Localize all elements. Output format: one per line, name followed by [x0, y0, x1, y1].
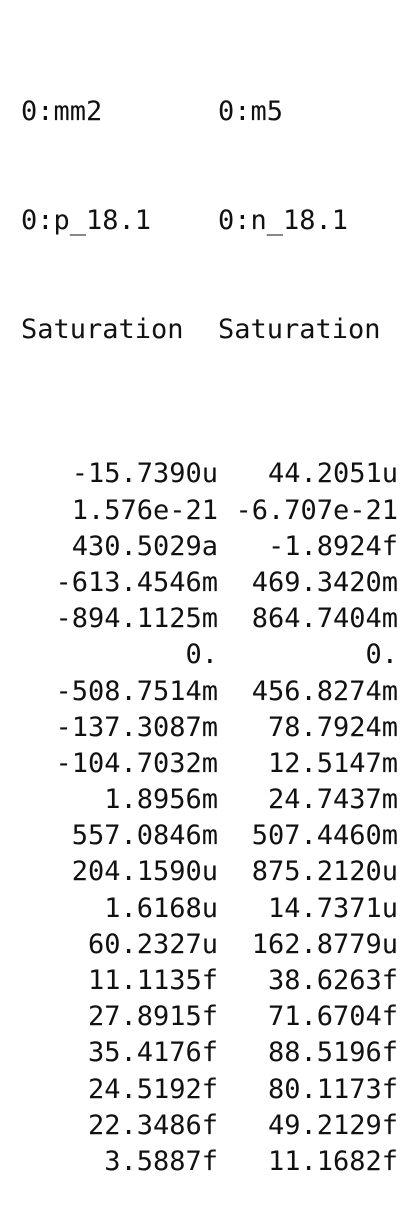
- value-cell-mm2: 60.2327u: [87, 928, 218, 960]
- value-row: 3.5887f 11.1682f: [0, 1144, 418, 1180]
- value-row: 11.1135f 38.6263f: [0, 963, 418, 999]
- value-row: -137.3087m 78.7924m: [0, 710, 418, 746]
- value-row: 22.3486f 49.2129f: [0, 1108, 418, 1144]
- value-row: -15.7390u 44.2051u: [0, 456, 418, 492]
- value-cell-mm2: 24.5192f: [87, 1073, 218, 1105]
- value-cell-mm2: 3.5887f: [104, 1145, 218, 1177]
- value-cell-mm2: -894.1125m: [55, 603, 218, 635]
- value-cell-mm2: -104.7032m: [55, 747, 218, 779]
- value-cell-m5: 864.7404m: [251, 603, 398, 635]
- value-cell-m5: 507.4460m: [251, 820, 398, 852]
- value-cell-m5: 49.2129f: [267, 1109, 398, 1141]
- value-cell-m5: 875.2120u: [251, 856, 398, 888]
- value-cell-mm2: -15.7390u: [71, 458, 218, 490]
- value-row: -894.1125m 864.7404m: [0, 601, 418, 637]
- value-cell-m5: 44.2051u: [267, 458, 398, 490]
- value-cell-mm2: 35.4176f: [87, 1037, 218, 1069]
- value-cell-m5: 80.1173f: [267, 1073, 398, 1105]
- value-row: 0. 0.: [0, 637, 418, 673]
- value-cell-mm2: -613.4546m: [55, 566, 218, 598]
- value-rows: -15.7390u 44.2051u 1.576e-21 -6.707e-21 430.…: [0, 456, 418, 1180]
- value-cell-mm2: -508.7514m: [55, 675, 218, 707]
- device-model-m5: 0:n_18.1: [218, 205, 349, 236]
- value-cell-mm2: 1.8956m: [104, 784, 218, 816]
- value-cell-m5: 38.6263f: [267, 965, 398, 997]
- value-cell-m5: 162.8779u: [251, 928, 398, 960]
- value-cell-m5: 14.7371u: [267, 892, 398, 924]
- value-row: 557.0846m 507.4460m: [0, 818, 418, 854]
- value-cell-m5: 456.8274m: [251, 675, 398, 707]
- value-row: 430.5029a -1.8924f: [0, 529, 418, 565]
- value-row: 204.1590u 875.2120u: [0, 854, 418, 890]
- value-row: 60.2327u 162.8779u: [0, 927, 418, 963]
- device-region-mm2: Saturation: [21, 313, 184, 345]
- value-cell-mm2: 557.0846m: [71, 820, 218, 852]
- value-row: -613.4546m 469.3420m: [0, 565, 418, 601]
- value-cell-m5: 71.6704f: [267, 1001, 398, 1033]
- value-cell-mm2: 27.8915f: [87, 1001, 218, 1033]
- value-cell-mm2: 11.1135f: [87, 965, 218, 997]
- header-row-model: 0:p_18.1 0:n_18.1: [0, 203, 418, 239]
- value-cell-mm2: 430.5029a: [71, 530, 218, 562]
- value-cell-m5: 78.7924m: [267, 711, 398, 743]
- value-row: 24.5192f 80.1173f: [0, 1072, 418, 1108]
- header-row-name: 0:mm2 0:m5: [0, 94, 418, 130]
- value-row: 1.6168u 14.7371u: [0, 891, 418, 927]
- value-row: 1.8956m 24.7437m: [0, 782, 418, 818]
- device-name-m5: 0:m5: [218, 96, 284, 128]
- value-cell-m5: 0.: [365, 639, 398, 671]
- value-cell-mm2: 0.: [185, 639, 218, 671]
- value-cell-m5: 12.5147m: [267, 747, 398, 779]
- value-cell-m5: 11.1682f: [267, 1145, 398, 1177]
- value-cell-mm2: 1.576e-21: [71, 494, 218, 526]
- device-region-m5: Saturation: [218, 313, 381, 345]
- value-cell-mm2: 204.1590u: [71, 856, 218, 888]
- value-cell-m5: 88.5196f: [267, 1037, 398, 1069]
- value-cell-mm2: 1.6168u: [104, 892, 218, 924]
- value-row: -508.7514m 456.8274m: [0, 674, 418, 710]
- device-name-mm2: 0:mm2: [21, 96, 103, 128]
- operating-point-table: 0:mm2 0:m5 0:p_18.1 0:n_18.1 Saturation …: [0, 22, 418, 1216]
- value-row: -104.7032m 12.5147m: [0, 746, 418, 782]
- value-cell-m5: 469.3420m: [251, 566, 398, 598]
- value-cell-mm2: 22.3486f: [87, 1109, 218, 1141]
- value-cell-m5: -1.8924f: [267, 530, 398, 562]
- value-cell-mm2: -137.3087m: [55, 711, 218, 743]
- value-cell-m5: 24.7437m: [267, 784, 398, 816]
- header-row-region: Saturation Saturation: [0, 312, 418, 348]
- device-model-mm2: 0:p_18.1: [21, 205, 152, 236]
- value-row: 35.4176f 88.5196f: [0, 1035, 418, 1071]
- value-cell-m5: -6.707e-21: [235, 494, 398, 526]
- value-row: 1.576e-21 -6.707e-21: [0, 493, 418, 529]
- value-row: 27.8915f 71.6704f: [0, 999, 418, 1035]
